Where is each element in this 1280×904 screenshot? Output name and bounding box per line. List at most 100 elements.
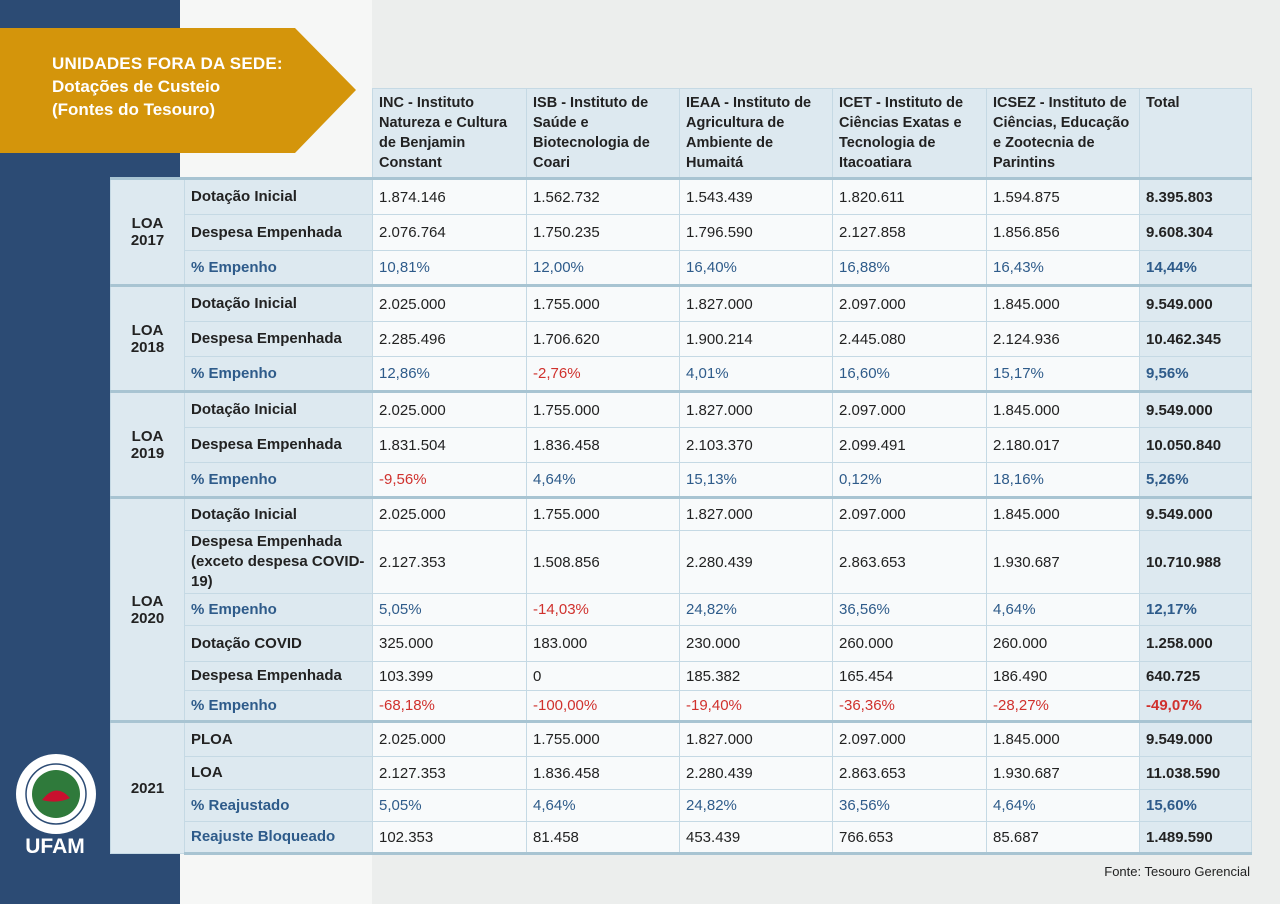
table-row: Reajuste Bloqueado 102.353 81.458 453.439 76…: [111, 821, 1252, 855]
column-header: ICSEZ - Instituto de Ciências, Educação …: [986, 88, 1140, 179]
value-cell: 4,64%: [526, 462, 680, 498]
budget-table: INC - Instituto Natureza e Cultura de Be…: [110, 88, 1252, 855]
value-cell: 1.706.620: [526, 321, 680, 357]
group-label: LOA 2019: [110, 390, 185, 498]
value-cell: -100,00%: [526, 690, 680, 722]
total-cell: 15,60%: [1139, 789, 1252, 822]
value-cell: 2.025.000: [372, 284, 527, 322]
table-row: LOA 2020 Dotação Inicial 2.025.000 1.755.00…: [110, 496, 1252, 722]
value-cell: 1.845.000: [986, 720, 1140, 757]
value-cell: 36,56%: [832, 593, 987, 626]
value-cell: 16,40%: [679, 250, 833, 286]
value-cell: -19,40%: [679, 690, 833, 722]
table-row: % Empenho -9,56% 4,64% 15,13% 0,12% 18,16% 5,2…: [111, 462, 1252, 498]
total-cell: 9,56%: [1139, 356, 1252, 392]
value-cell: 1.543.439: [679, 177, 833, 215]
table-row: % Reajustado 5,05% 4,64% 24,82% 36,56% 4,64% 1…: [111, 789, 1252, 822]
table-row: LOA 2.127.353 1.836.458 2.280.439 2.863.653 1…: [111, 756, 1252, 790]
value-cell: 1.562.732: [526, 177, 680, 215]
value-cell: 2.025.000: [372, 496, 527, 531]
value-cell: 4,64%: [986, 789, 1140, 822]
value-cell: 2.097.000: [832, 720, 987, 757]
value-cell: 2.025.000: [372, 720, 527, 757]
value-cell: 1.508.856: [526, 530, 680, 594]
logo-text: UFAM: [25, 835, 85, 858]
total-cell: 10.710.988: [1139, 530, 1252, 594]
table-row: % Empenho 12,86% -2,76% 4,01% 16,60% 15,17% 9,…: [111, 356, 1252, 392]
value-cell: 1.900.214: [679, 321, 833, 357]
value-cell: -68,18%: [372, 690, 527, 722]
value-cell: 0: [526, 661, 680, 691]
value-cell: 15,13%: [679, 462, 833, 498]
value-cell: 16,88%: [832, 250, 987, 286]
value-cell: 36,56%: [832, 789, 987, 822]
value-cell: 12,00%: [526, 250, 680, 286]
group-label: LOA 2018: [110, 284, 185, 392]
value-cell: 1.755.000: [526, 496, 680, 531]
total-cell: 9.549.000: [1139, 390, 1252, 428]
value-cell: 15,17%: [986, 356, 1140, 392]
value-cell: 2.097.000: [832, 496, 987, 531]
value-cell: 24,82%: [679, 789, 833, 822]
total-cell: 10.462.345: [1139, 321, 1252, 357]
banner: [0, 28, 356, 153]
row-label: Dotação Inicial: [184, 177, 373, 215]
table-row: Despesa Empenhada (exceto despesa COVID-…: [111, 530, 1252, 594]
row-label: Despesa Empenhada: [184, 214, 373, 251]
value-cell: -2,76%: [526, 356, 680, 392]
row-label: LOA: [184, 756, 373, 790]
value-cell: 5,05%: [372, 593, 527, 626]
total-cell: 5,26%: [1139, 462, 1252, 498]
value-cell: 2.280.439: [679, 756, 833, 790]
table-row: LOA 2019 Dotação Inicial 2.025.000 1.755.00…: [110, 390, 1252, 498]
value-cell: 1.827.000: [679, 390, 833, 428]
row-label: PLOA: [184, 720, 373, 757]
total-cell: 12,17%: [1139, 593, 1252, 626]
banner-shape: [0, 28, 356, 153]
value-cell: 1.594.875: [986, 177, 1140, 215]
column-header: ICET - Instituto de Ciências Exatas e Te…: [832, 88, 987, 179]
value-cell: -36,36%: [832, 690, 987, 722]
value-cell: 1.836.458: [526, 756, 680, 790]
value-cell: 18,16%: [986, 462, 1140, 498]
value-cell: 1.845.000: [986, 284, 1140, 322]
row-label: Dotação Inicial: [184, 284, 373, 322]
total-cell: 1.489.590: [1139, 821, 1252, 855]
value-cell: 103.399: [372, 661, 527, 691]
value-cell: 1.827.000: [679, 496, 833, 531]
value-cell: 102.353: [372, 821, 527, 855]
total-cell: -49,07%: [1139, 690, 1252, 722]
total-cell: 14,44%: [1139, 250, 1252, 286]
value-cell: 10,81%: [372, 250, 527, 286]
row-label: % Empenho: [184, 356, 373, 392]
blank-cell: [111, 89, 185, 179]
value-cell: 1.827.000: [679, 284, 833, 322]
total-cell: 8.395.803: [1139, 177, 1252, 215]
title: UNIDADES FORA DA SEDE: Dotações de Custe…: [52, 52, 283, 121]
row-label: Despesa Empenhada (exceto despesa COVID-…: [184, 530, 373, 594]
column-header: IEAA - Instituto de Agricultura de Ambie…: [679, 88, 833, 179]
value-cell: 24,82%: [679, 593, 833, 626]
table-row: Despesa Empenhada 1.831.504 1.836.458 2.103…: [111, 427, 1252, 463]
table-row: LOA 2017 Dotação Inicial 1.874.146 1.562.73…: [110, 177, 1252, 286]
table-row: Despesa Empenhada 2.285.496 1.706.620 1.900…: [111, 321, 1252, 357]
group-label: LOA 2020: [110, 496, 185, 722]
row-label: Dotação Inicial: [184, 390, 373, 428]
value-cell: 4,64%: [526, 789, 680, 822]
column-header: INC - Instituto Natureza e Cultura de Be…: [372, 88, 527, 179]
value-cell: -28,27%: [986, 690, 1140, 722]
value-cell: 1.755.000: [526, 390, 680, 428]
value-cell: 2.127.353: [372, 756, 527, 790]
group-label: 2021: [110, 720, 185, 854]
value-cell: 1.930.687: [986, 530, 1140, 594]
table-row: Despesa Empenhada 103.399 0 185.382 165.454 1…: [111, 661, 1252, 691]
value-cell: 1.831.504: [372, 427, 527, 463]
logo-shape: [42, 790, 70, 802]
row-label: Despesa Empenhada: [184, 661, 373, 691]
table-row: Despesa Empenhada 2.076.764 1.750.235 1.796…: [111, 214, 1252, 251]
value-cell: 1.845.000: [986, 390, 1140, 428]
row-label: Reajuste Bloqueado: [184, 821, 373, 855]
value-cell: 230.000: [679, 625, 833, 662]
table-row: Dotação COVID 325.000 183.000 230.000 260.00…: [111, 625, 1252, 662]
